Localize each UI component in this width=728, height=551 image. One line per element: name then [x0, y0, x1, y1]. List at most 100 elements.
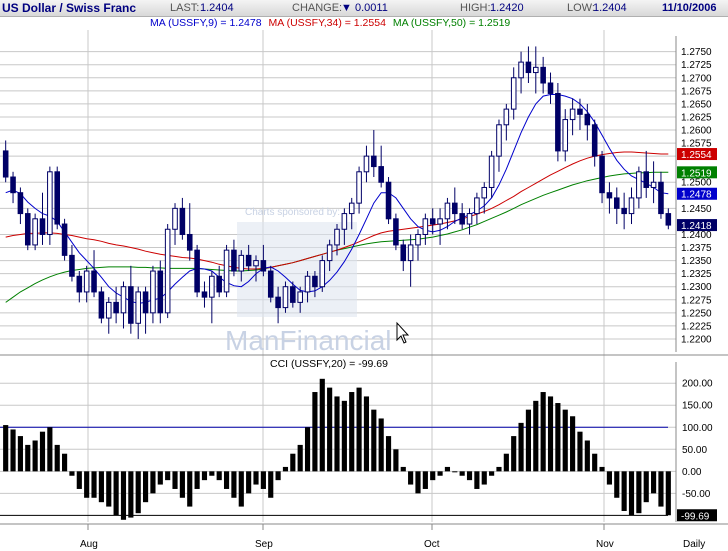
price-tick-label: 1.2650	[681, 99, 712, 110]
cci-bar	[312, 392, 318, 472]
price-tick-label: 1.2400	[681, 230, 712, 241]
candle	[54, 166, 61, 230]
candle-body-down	[547, 82, 554, 94]
candle	[341, 208, 348, 245]
price-tag	[677, 166, 717, 179]
candle-body-up	[164, 228, 171, 314]
candle-body-up	[569, 108, 576, 121]
candle	[643, 150, 650, 198]
candle	[628, 187, 635, 225]
cci-bar	[540, 392, 546, 472]
cci-bar	[172, 471, 178, 489]
cci-bar	[25, 444, 31, 472]
candle-body-down	[385, 181, 392, 220]
candle	[39, 192, 46, 245]
candle	[186, 203, 193, 261]
cci-bar	[17, 436, 23, 472]
candle-body-up	[47, 171, 53, 235]
candle-body-up	[105, 301, 112, 319]
cci-bar	[297, 444, 303, 472]
candle	[510, 67, 517, 120]
price-tag	[677, 187, 717, 200]
cci-bar	[84, 471, 90, 498]
candle	[348, 197, 355, 230]
cci-bar	[444, 466, 451, 472]
cci-tick-label: 150.00	[682, 401, 713, 412]
cci-bar	[503, 453, 509, 472]
candle	[555, 83, 561, 162]
candle	[24, 208, 31, 251]
x-tick-label: Sep	[255, 539, 273, 550]
cci-bar	[246, 471, 252, 494]
price-tick-label: 1.2225	[681, 321, 712, 332]
candle	[488, 150, 495, 198]
cci-bar	[356, 387, 362, 472]
candle	[267, 265, 274, 303]
cci-bar	[459, 471, 465, 476]
candle-body-up	[628, 197, 635, 215]
candle-body-down	[312, 275, 318, 288]
candle	[290, 281, 296, 308]
candle	[429, 208, 436, 235]
cci-bar	[385, 436, 392, 472]
cci-bar	[282, 466, 289, 472]
high-label: HIGH:	[460, 2, 491, 14]
candle-body-down	[61, 223, 68, 256]
cci-bar	[393, 449, 399, 472]
candle-body-up	[341, 213, 348, 230]
candle	[650, 161, 657, 204]
cci-bar	[62, 453, 68, 472]
candle-body-down	[452, 202, 458, 215]
cci-bar	[665, 471, 671, 516]
candle-body-up	[282, 286, 289, 309]
candle	[363, 145, 370, 183]
cci-bar	[187, 471, 193, 507]
cci-bar	[135, 471, 141, 514]
candle-body-down	[584, 113, 591, 126]
price-tick-label: 1.2575	[681, 139, 712, 150]
candle-body-up	[488, 155, 495, 188]
cci-bar	[216, 471, 222, 481]
candle	[260, 244, 267, 277]
candle	[128, 265, 134, 334]
x-tick-label: Nov	[596, 539, 614, 550]
candle	[304, 271, 311, 303]
period-label: Daily	[683, 539, 705, 550]
candle-body-down	[540, 66, 546, 84]
price-tick-label: 1.2325	[681, 269, 712, 280]
candle	[496, 119, 502, 172]
price-tick-label: 1.2350	[681, 256, 712, 267]
candle-body-up	[518, 61, 524, 79]
candle-body-down	[555, 92, 561, 152]
price-tag	[677, 219, 717, 232]
price-tag-label: 1.2554	[681, 150, 712, 161]
candle	[61, 218, 68, 261]
candle-body-down	[621, 207, 627, 215]
high-value: 1.2420	[490, 2, 524, 14]
quote-header: US Dollar / Swiss Franc LAST: 1.2404 CHA…	[0, 0, 728, 17]
candle-body-up	[510, 77, 517, 110]
candle-body-down	[378, 166, 384, 183]
ma-legend: MA (USSFY,9) = 1.2478 MA (USSFY,34) = 1.…	[150, 17, 514, 29]
cci-bar	[238, 471, 244, 507]
candle-body-up	[209, 275, 215, 298]
candle-body-up	[474, 197, 480, 215]
candle-body-up	[334, 228, 340, 246]
candle	[547, 72, 554, 104]
candle-body-up	[437, 218, 443, 225]
last-value: 1.2404	[200, 2, 234, 14]
candle	[17, 187, 24, 225]
candle-body-down	[400, 244, 407, 262]
cci-bar	[621, 471, 627, 511]
candle	[533, 46, 539, 94]
cci-bar	[511, 436, 517, 472]
cci-bar	[69, 471, 75, 476]
cci-bar	[415, 471, 421, 494]
candle-body-down	[128, 286, 134, 324]
candle	[32, 213, 38, 251]
candle	[665, 208, 672, 230]
ma34-legend: MA (USSFY,34) = 1.2554	[268, 17, 386, 29]
cci-bar	[570, 416, 576, 472]
candle-body-down	[275, 296, 281, 309]
candle-body-up	[297, 291, 303, 303]
